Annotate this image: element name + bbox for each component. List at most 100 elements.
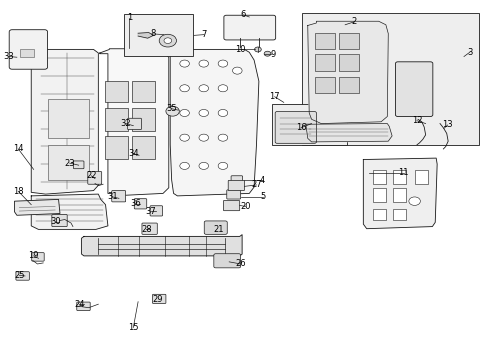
Text: 16: 16 <box>295 123 306 132</box>
Bar <box>392 209 406 220</box>
Bar <box>48 99 89 138</box>
Circle shape <box>199 85 208 92</box>
FancyBboxPatch shape <box>52 215 67 226</box>
Polygon shape <box>307 21 387 123</box>
Circle shape <box>180 85 189 92</box>
Text: 29: 29 <box>152 295 162 304</box>
Text: 2: 2 <box>350 17 356 26</box>
Text: 21: 21 <box>212 225 223 234</box>
Polygon shape <box>15 199 60 215</box>
Text: 18: 18 <box>13 187 23 196</box>
Text: 4: 4 <box>260 176 265 185</box>
FancyBboxPatch shape <box>9 30 47 69</box>
Bar <box>372 209 386 220</box>
FancyBboxPatch shape <box>204 221 227 234</box>
Circle shape <box>180 60 189 67</box>
FancyBboxPatch shape <box>231 176 242 184</box>
FancyBboxPatch shape <box>152 294 165 303</box>
Bar <box>339 32 358 49</box>
Polygon shape <box>170 49 258 196</box>
Bar <box>132 136 155 159</box>
Bar <box>104 136 127 159</box>
Text: 9: 9 <box>270 50 275 59</box>
Text: 28: 28 <box>141 225 151 234</box>
Polygon shape <box>31 194 108 229</box>
Bar <box>123 14 193 56</box>
Polygon shape <box>138 32 153 38</box>
Circle shape <box>218 60 227 67</box>
Circle shape <box>159 34 176 47</box>
Bar <box>20 49 34 57</box>
Text: 25: 25 <box>14 271 24 280</box>
FancyBboxPatch shape <box>32 253 44 261</box>
FancyBboxPatch shape <box>275 112 316 143</box>
Bar <box>414 170 427 184</box>
Text: 20: 20 <box>240 202 250 211</box>
Bar <box>302 13 478 145</box>
FancyBboxPatch shape <box>150 206 162 216</box>
FancyBboxPatch shape <box>226 190 240 199</box>
Bar <box>372 189 386 202</box>
FancyBboxPatch shape <box>16 272 29 280</box>
Text: 13: 13 <box>442 121 452 130</box>
Circle shape <box>218 162 227 170</box>
Text: 17: 17 <box>269 92 280 101</box>
Text: 23: 23 <box>64 158 75 167</box>
Text: 3: 3 <box>466 48 471 57</box>
FancyBboxPatch shape <box>228 180 244 190</box>
FancyBboxPatch shape <box>142 223 157 234</box>
Circle shape <box>165 106 179 116</box>
Text: 14: 14 <box>13 144 23 153</box>
Text: 37: 37 <box>145 207 156 216</box>
Circle shape <box>254 47 261 52</box>
FancyBboxPatch shape <box>112 190 125 202</box>
Circle shape <box>199 60 208 67</box>
Circle shape <box>180 109 189 117</box>
Text: 34: 34 <box>128 149 139 158</box>
Bar <box>372 170 386 184</box>
Circle shape <box>232 67 242 74</box>
Text: 33: 33 <box>3 52 14 61</box>
Circle shape <box>199 109 208 117</box>
Circle shape <box>180 162 189 170</box>
Bar <box>392 170 406 184</box>
FancyBboxPatch shape <box>224 15 275 40</box>
Text: 24: 24 <box>74 300 84 309</box>
Bar <box>339 54 358 71</box>
Text: 11: 11 <box>398 168 408 177</box>
Circle shape <box>218 134 227 141</box>
FancyBboxPatch shape <box>77 302 90 311</box>
Circle shape <box>199 134 208 141</box>
Circle shape <box>264 51 270 56</box>
Text: 8: 8 <box>150 30 156 39</box>
Circle shape <box>199 162 208 170</box>
FancyBboxPatch shape <box>223 201 239 211</box>
Text: 32: 32 <box>120 119 131 128</box>
FancyBboxPatch shape <box>73 161 84 169</box>
Polygon shape <box>100 49 168 196</box>
Text: 5: 5 <box>260 193 265 202</box>
Bar <box>392 189 406 202</box>
FancyBboxPatch shape <box>134 199 146 209</box>
Circle shape <box>218 109 227 117</box>
Text: 27: 27 <box>251 180 261 189</box>
Text: 26: 26 <box>235 260 245 269</box>
Bar <box>315 32 334 49</box>
FancyBboxPatch shape <box>127 118 141 130</box>
Polygon shape <box>305 123 391 142</box>
Text: 15: 15 <box>128 323 138 332</box>
Polygon shape <box>363 158 436 229</box>
Bar <box>339 77 358 93</box>
Text: 22: 22 <box>86 171 96 180</box>
Bar <box>132 108 155 131</box>
Circle shape <box>218 85 227 92</box>
Text: 31: 31 <box>107 193 118 202</box>
Bar <box>132 81 155 102</box>
Bar <box>48 145 89 180</box>
Text: 35: 35 <box>166 104 177 113</box>
Bar <box>315 77 334 93</box>
Text: 7: 7 <box>201 30 206 39</box>
Circle shape <box>408 197 420 206</box>
FancyBboxPatch shape <box>395 62 432 117</box>
Bar <box>272 104 346 145</box>
